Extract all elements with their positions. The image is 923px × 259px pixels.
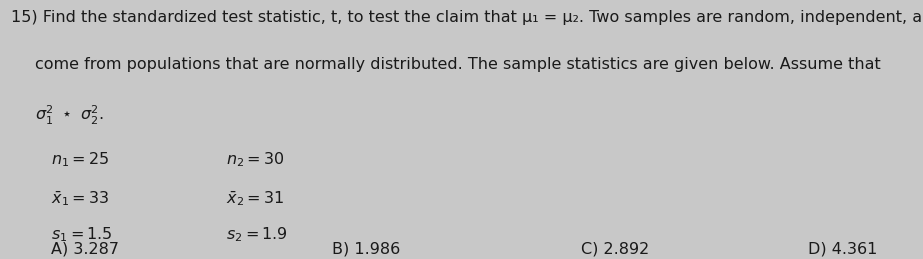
Text: $n_2 = 30$: $n_2 = 30$ — [226, 150, 284, 169]
Text: $\sigma^2_1\ \star\ \sigma^2_2.$: $\sigma^2_1\ \star\ \sigma^2_2.$ — [35, 104, 104, 127]
Text: 15) Find the standardized test statistic, t, to test the claim that μ₁ = μ₂. Two: 15) Find the standardized test statistic… — [11, 10, 923, 25]
Text: $s_1 = 1.5$: $s_1 = 1.5$ — [51, 225, 113, 244]
Text: $n_1 = 25$: $n_1 = 25$ — [51, 150, 109, 169]
Text: C) 2.892: C) 2.892 — [581, 241, 650, 256]
Text: come from populations that are normally distributed. The sample statistics are g: come from populations that are normally … — [35, 57, 881, 72]
Text: B) 1.986: B) 1.986 — [332, 241, 401, 256]
Text: $\bar{x}_1 = 33$: $\bar{x}_1 = 33$ — [51, 189, 109, 208]
Text: $s_2 = 1.9$: $s_2 = 1.9$ — [226, 225, 288, 244]
Text: $\bar{x}_2 = 31$: $\bar{x}_2 = 31$ — [226, 189, 284, 208]
Text: A) 3.287: A) 3.287 — [51, 241, 119, 256]
Text: D) 4.361: D) 4.361 — [808, 241, 877, 256]
